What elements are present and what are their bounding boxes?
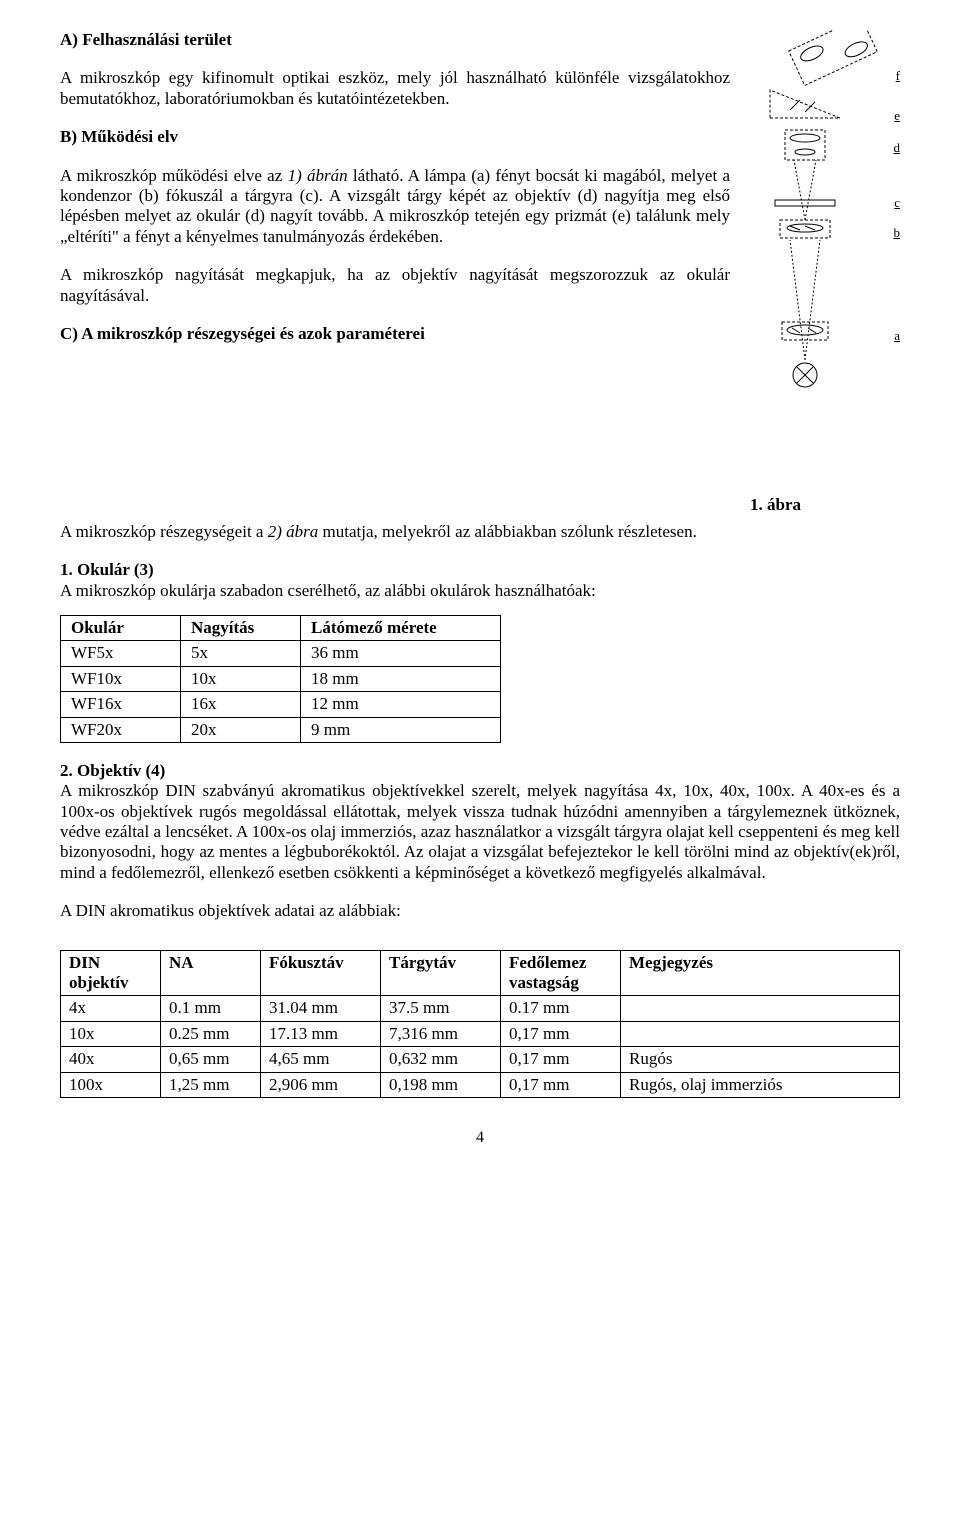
td: 2,906 mm (261, 1072, 381, 1097)
italic-ref: 2) ábra (268, 522, 319, 541)
td (621, 996, 900, 1021)
section-c-p1: A mikroszkóp részegységeit a 2) ábra mut… (60, 522, 900, 542)
table-row: WF5x 5x 36 mm (61, 641, 501, 666)
table-row: DIN objektív NA Fókusztáv Tárgytáv Fedől… (61, 950, 900, 996)
table-row: WF20x 20x 9 mm (61, 717, 501, 742)
section-b-p1: A mikroszkóp működési elve az 1) ábrán l… (60, 166, 730, 248)
table-row: WF16x 16x 12 mm (61, 692, 501, 717)
td: 0,65 mm (161, 1047, 261, 1072)
th: Nagyítás (181, 615, 301, 640)
td: WF16x (61, 692, 181, 717)
td: 1,25 mm (161, 1072, 261, 1097)
figure-1: f e d c b a 1. ábra (750, 30, 900, 516)
td: 4x (61, 996, 161, 1021)
th: Okulár (61, 615, 181, 640)
fig-label-a: a (894, 328, 900, 344)
td: 9 mm (301, 717, 501, 742)
td: Rugós, olaj immerziós (621, 1072, 900, 1097)
td: 0,198 mm (381, 1072, 501, 1097)
td: 0,17 mm (501, 1072, 621, 1097)
td: 17.13 mm (261, 1021, 381, 1046)
figure-1-caption: 1. ábra (750, 495, 900, 515)
section-b-p2: A mikroszkóp nagyítását megkapjuk, ha az… (60, 265, 730, 306)
td: Rugós (621, 1047, 900, 1072)
td: 10x (181, 666, 301, 691)
th: Tárgytáv (381, 950, 501, 996)
td: 18 mm (301, 666, 501, 691)
td: 16x (181, 692, 301, 717)
fig-label-e: e (894, 108, 900, 124)
th: Megjegyzés (621, 950, 900, 996)
td (621, 1021, 900, 1046)
td: 5x (181, 641, 301, 666)
page-number: 4 (60, 1128, 900, 1147)
td: 31.04 mm (261, 996, 381, 1021)
td: 40x (61, 1047, 161, 1072)
table-row: 40x 0,65 mm 4,65 mm 0,632 mm 0,17 mm Rug… (61, 1047, 900, 1072)
td: WF10x (61, 666, 181, 691)
objektiv-p2: A DIN akromatikus objektívek adatai az a… (60, 901, 900, 921)
table-row: WF10x 10x 18 mm (61, 666, 501, 691)
section-c-heading: C) A mikroszkóp részegységei és azok par… (60, 324, 730, 344)
td: 36 mm (301, 641, 501, 666)
td: 0.1 mm (161, 996, 261, 1021)
fig-label-c: c (894, 195, 900, 211)
td: 0.17 mm (501, 996, 621, 1021)
okular-intro: A mikroszkóp okulárja szabadon cserélhet… (60, 581, 596, 600)
text: mutatja, melyekről az alábbiakban szólun… (318, 522, 697, 541)
objektiv-heading: 2. Objektív (4) (60, 761, 900, 781)
th: Látómező mérete (301, 615, 501, 640)
td: 37.5 mm (381, 996, 501, 1021)
td: WF20x (61, 717, 181, 742)
td: 0.25 mm (161, 1021, 261, 1046)
okular-table: Okulár Nagyítás Látómező mérete WF5x 5x … (60, 615, 501, 743)
td: 0,17 mm (501, 1047, 621, 1072)
objektiv-table: DIN objektív NA Fókusztáv Tárgytáv Fedől… (60, 950, 900, 1098)
heading-text: 2. Objektív (4) (60, 761, 165, 780)
section-a-heading: A) Felhasználási terület (60, 30, 730, 50)
td: 0,632 mm (381, 1047, 501, 1072)
heading-text: 1. Okulár (3) (60, 560, 154, 579)
th: Fedőlemez vastagság (501, 950, 621, 996)
text: A mikroszkóp részegységeit a (60, 522, 268, 541)
table-row: Okulár Nagyítás Látómező mérete (61, 615, 501, 640)
table-row: 4x 0.1 mm 31.04 mm 37.5 mm 0.17 mm (61, 996, 900, 1021)
objektiv-p1: A mikroszkóp DIN szabványú akromatikus o… (60, 781, 900, 883)
fig-label-d: d (894, 140, 901, 156)
td: 12 mm (301, 692, 501, 717)
th: NA (161, 950, 261, 996)
td: WF5x (61, 641, 181, 666)
th: Fókusztáv (261, 950, 381, 996)
italic-ref: 1) ábrán (288, 166, 348, 185)
section-a-p1: A mikroszkóp egy kifinomult optikai eszk… (60, 68, 730, 109)
td: 10x (61, 1021, 161, 1046)
text: A mikroszkóp működési elve az (60, 166, 288, 185)
fig-label-b: b (894, 225, 901, 241)
td: 4,65 mm (261, 1047, 381, 1072)
section-b-heading: B) Működési elv (60, 127, 730, 147)
table-row: 10x 0.25 mm 17.13 mm 7,316 mm 0,17 mm (61, 1021, 900, 1046)
td: 20x (181, 717, 301, 742)
th: DIN objektív (61, 950, 161, 996)
fig-label-f: f (896, 68, 900, 84)
td: 7,316 mm (381, 1021, 501, 1046)
okular-heading: 1. Okulár (3) A mikroszkóp okulárja szab… (60, 560, 900, 601)
td: 0,17 mm (501, 1021, 621, 1046)
table-row: 100x 1,25 mm 2,906 mm 0,198 mm 0,17 mm R… (61, 1072, 900, 1097)
td: 100x (61, 1072, 161, 1097)
microscope-diagram-icon (750, 30, 900, 460)
